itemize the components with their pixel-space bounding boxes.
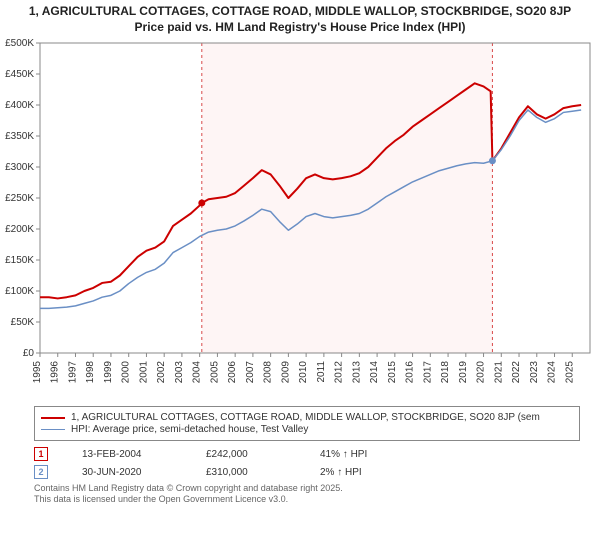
svg-text:2025: 2025 — [564, 361, 575, 384]
svg-text:2015: 2015 — [387, 361, 398, 384]
svg-text:£100K: £100K — [5, 286, 34, 297]
marker-box: 1 — [34, 447, 48, 461]
legend: 1, AGRICULTURAL COTTAGES, COTTAGE ROAD, … — [34, 406, 580, 441]
svg-text:£0: £0 — [23, 348, 35, 359]
svg-text:2020: 2020 — [476, 361, 487, 384]
chart-title: 1, AGRICULTURAL COTTAGES, COTTAGE ROAD, … — [0, 0, 600, 37]
legend-label: HPI: Average price, semi-detached house,… — [71, 424, 308, 435]
title-line-1: 1, AGRICULTURAL COTTAGES, COTTAGE ROAD, … — [8, 4, 592, 20]
svg-text:2002: 2002 — [156, 361, 167, 384]
svg-text:2019: 2019 — [458, 361, 469, 384]
svg-text:2007: 2007 — [245, 361, 256, 384]
marker-delta: 41% ↑ HPI — [320, 449, 400, 460]
svg-text:£200K: £200K — [5, 224, 34, 235]
svg-text:£300K: £300K — [5, 162, 34, 173]
chart-svg: £0 £50K £100K £150K £200K £250K £300K £350K £400… — [0, 37, 600, 397]
legend-swatch — [41, 417, 65, 419]
svg-text:2021: 2021 — [493, 361, 504, 384]
legend-swatch — [41, 429, 65, 430]
svg-text:£50K: £50K — [11, 317, 35, 328]
svg-text:£250K: £250K — [5, 193, 34, 204]
marker-row: 1 13-FEB-2004 £242,000 41% ↑ HPI — [34, 447, 580, 461]
marker-row: 2 30-JUN-2020 £310,000 2% ↑ HPI — [34, 465, 580, 479]
legend-label: 1, AGRICULTURAL COTTAGES, COTTAGE ROAD, … — [71, 412, 540, 423]
svg-text:£150K: £150K — [5, 255, 34, 266]
svg-text:2022: 2022 — [511, 361, 522, 384]
markers-table: 1 13-FEB-2004 £242,000 41% ↑ HPI 2 30-JUN-202… — [34, 447, 580, 479]
svg-text:1996: 1996 — [50, 361, 61, 384]
svg-text:2014: 2014 — [369, 361, 380, 384]
attribution-line-1: Contains HM Land Registry data © Crown c… — [34, 483, 580, 494]
svg-text:2011: 2011 — [316, 361, 327, 383]
legend-row: HPI: Average price, semi-detached house,… — [41, 424, 573, 435]
svg-text:2003: 2003 — [174, 361, 185, 384]
svg-text:2017: 2017 — [422, 361, 433, 384]
svg-text:£350K: £350K — [5, 131, 34, 142]
svg-text:2005: 2005 — [209, 361, 220, 384]
svg-text:2001: 2001 — [138, 361, 149, 384]
svg-text:2000: 2000 — [121, 361, 132, 384]
svg-text:1997: 1997 — [67, 361, 78, 384]
marker-price: £310,000 — [206, 467, 286, 478]
marker-delta: 2% ↑ HPI — [320, 467, 400, 478]
svg-text:£500K: £500K — [5, 38, 34, 49]
svg-text:2023: 2023 — [529, 361, 540, 384]
attribution: Contains HM Land Registry data © Crown c… — [34, 483, 580, 505]
svg-text:2010: 2010 — [298, 361, 309, 384]
svg-text:1999: 1999 — [103, 361, 114, 384]
svg-text:2016: 2016 — [405, 361, 416, 384]
svg-text:1998: 1998 — [85, 361, 96, 384]
marker-date: 30-JUN-2020 — [82, 467, 172, 478]
marker-box: 2 — [34, 465, 48, 479]
svg-text:2008: 2008 — [263, 361, 274, 384]
svg-text:2004: 2004 — [192, 361, 203, 384]
svg-text:2013: 2013 — [351, 361, 362, 384]
svg-text:£450K: £450K — [5, 69, 34, 80]
attribution-line-2: This data is licensed under the Open Gov… — [34, 494, 580, 505]
chart-area: £0 £50K £100K £150K £200K £250K £300K £350K £400… — [0, 37, 600, 400]
svg-text:£400K: £400K — [5, 100, 34, 111]
svg-text:2024: 2024 — [547, 361, 558, 384]
svg-text:2009: 2009 — [280, 361, 291, 384]
title-line-2: Price paid vs. HM Land Registry's House … — [8, 20, 592, 36]
svg-text:2012: 2012 — [334, 361, 345, 384]
legend-row: 1, AGRICULTURAL COTTAGES, COTTAGE ROAD, … — [41, 412, 573, 423]
marker-date: 13-FEB-2004 — [82, 449, 172, 460]
svg-text:1995: 1995 — [32, 361, 43, 384]
marker-price: £242,000 — [206, 449, 286, 460]
svg-text:2006: 2006 — [227, 361, 238, 384]
svg-text:2018: 2018 — [440, 361, 451, 384]
